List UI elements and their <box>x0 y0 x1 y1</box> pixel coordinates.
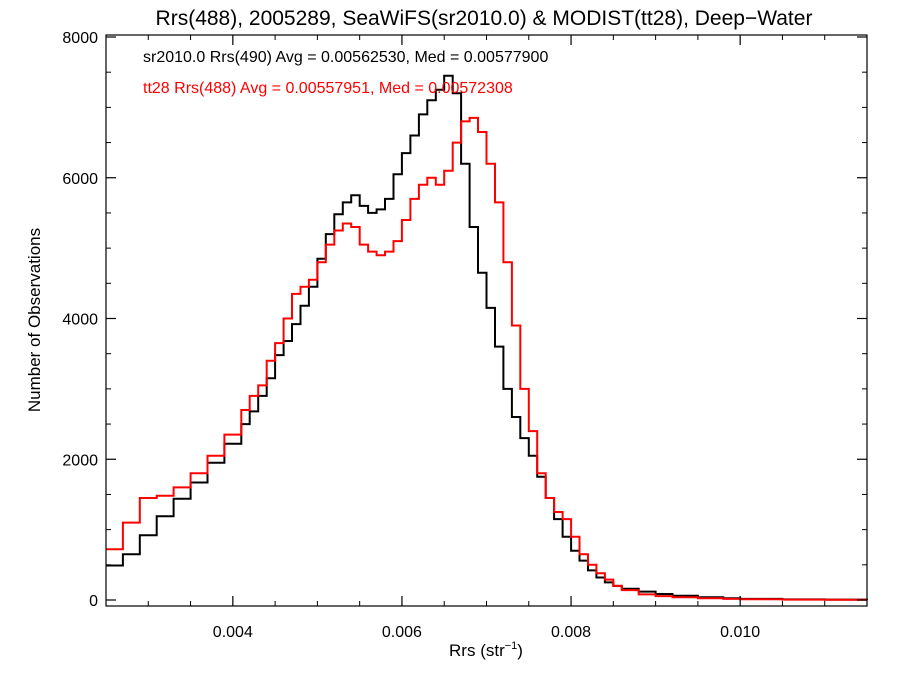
x-tick-label: 0.010 <box>720 624 760 641</box>
y-tick-label: 0 <box>89 593 98 610</box>
series-red-line <box>106 116 868 601</box>
legend-entry-black: sr2010.0 Rrs(490) Avg = 0.00562530, Med … <box>143 49 548 66</box>
chart-title: Rrs(488), 2005289, SeaWiFS(sr2010.0) & M… <box>156 7 813 30</box>
x-tick-label: 0.006 <box>382 624 422 641</box>
y-tick-label: 2000 <box>62 452 98 469</box>
axis-ticks: 0.004 0.006 0.008 0.010 0 2000 4000 6000 8000 <box>62 30 867 641</box>
x-tick-label: 0.004 <box>213 624 253 641</box>
legend-entry-red: tt28 Rrs(488) Avg = 0.00557951, Med = 0.… <box>143 80 513 97</box>
series-layer <box>106 74 868 601</box>
x-tick-label: 0.008 <box>551 624 591 641</box>
y-tick-label: 8000 <box>62 30 98 47</box>
y-tick-label: 4000 <box>62 312 98 329</box>
y-tick-label: 6000 <box>62 171 98 188</box>
x-axis-label: Rrs (str−1) <box>449 640 523 660</box>
y-axis-label: Number of Observations <box>25 228 44 412</box>
plot-frame <box>105 34 868 607</box>
